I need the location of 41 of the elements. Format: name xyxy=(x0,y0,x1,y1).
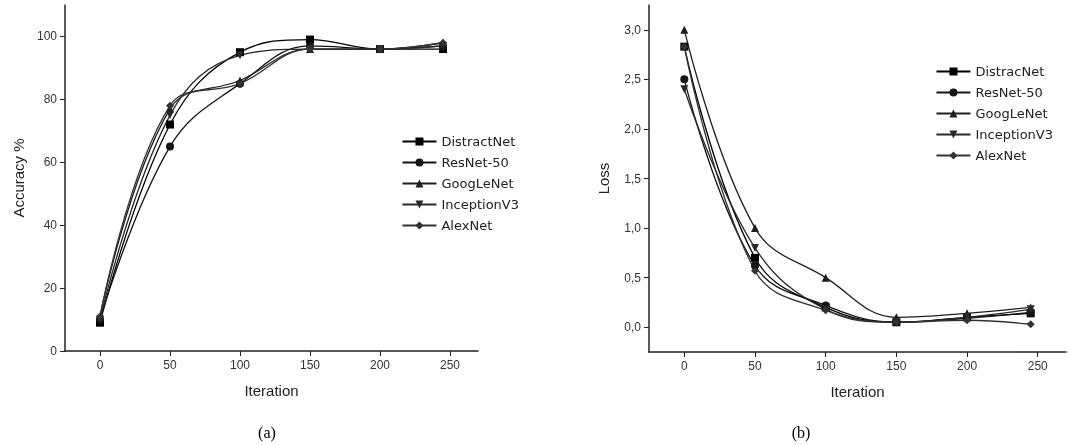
x-tick-label: 150 xyxy=(299,358,321,372)
legend-label: AlexNet xyxy=(441,218,493,233)
x-tick-label: 100 xyxy=(815,359,837,373)
y-tick-label: 40 xyxy=(43,218,58,233)
x-tick-label: 250 xyxy=(1027,359,1049,373)
legend-label: GoogLeNet xyxy=(441,176,514,191)
legend-label: AlexNet xyxy=(975,148,1027,163)
text: (a) xyxy=(258,423,276,442)
y-tick-label: 3,0 xyxy=(624,22,642,37)
y-tick-label: 2,5 xyxy=(624,72,642,87)
y-axis-title: Accuracy % xyxy=(10,138,28,218)
legend-label: ResNet-50 xyxy=(441,155,509,170)
x-tick-label: 50 xyxy=(748,359,763,373)
legend-label: DistracNet xyxy=(975,64,1045,79)
x-tick-label: 150 xyxy=(886,359,907,373)
x-tick-label: 200 xyxy=(369,358,391,372)
legend-label: DistractNet xyxy=(441,134,516,149)
y-tick-label: 2,0 xyxy=(624,121,642,136)
y-tick-label: 80 xyxy=(43,92,58,107)
legend-label: InceptionV3 xyxy=(975,127,1054,142)
x-tick-label: 0 xyxy=(96,358,104,372)
y-tick-label: 60 xyxy=(43,155,58,170)
x-tick-label: 250 xyxy=(439,358,461,372)
y-tick-label: 0,5 xyxy=(624,270,642,285)
x-tick-label: 50 xyxy=(163,358,177,372)
y-tick-label: 20 xyxy=(43,281,58,296)
legend-label: GoogLeNet xyxy=(975,106,1048,121)
x-tick-label: 0 xyxy=(681,359,688,373)
legend-label: InceptionV3 xyxy=(441,197,520,212)
x-tick-label: 200 xyxy=(957,359,978,373)
y-tick-label: 1,5 xyxy=(624,171,642,186)
legend-label: ResNet-50 xyxy=(975,85,1043,100)
x-axis-title: Iteration xyxy=(830,383,885,400)
y-tick-label: 0,0 xyxy=(624,320,642,335)
x-axis-title: Iteration xyxy=(244,382,299,399)
text: (b) xyxy=(791,423,811,442)
y-axis-title: Loss xyxy=(595,162,612,195)
y-tick-label: 100 xyxy=(36,29,58,44)
x-tick-label: 100 xyxy=(229,358,251,372)
y-tick-label: 0 xyxy=(50,344,58,358)
y-tick-label: 1,0 xyxy=(624,221,642,236)
